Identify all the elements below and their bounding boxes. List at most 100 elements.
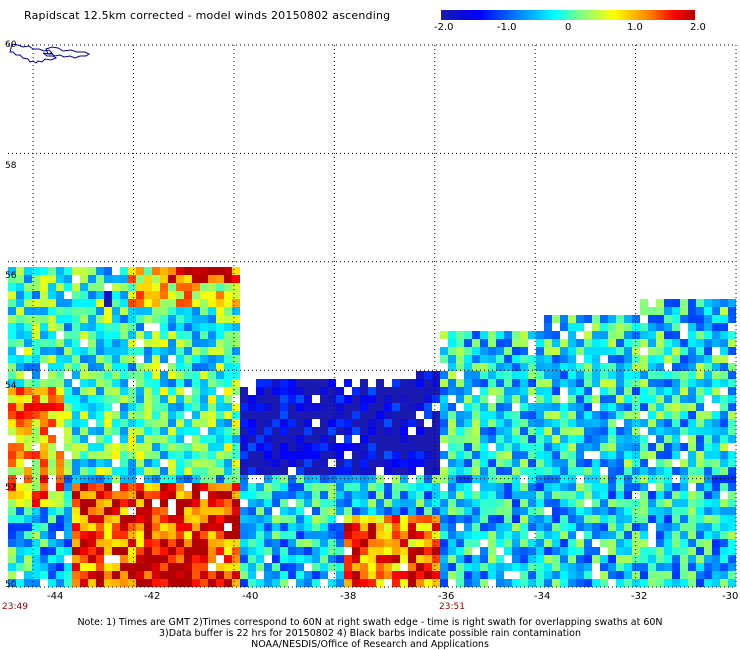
wind-cell (488, 403, 496, 411)
wind-cell (448, 515, 456, 523)
wind-cell (416, 547, 424, 555)
wind-cell (576, 547, 584, 555)
wind-cell (136, 507, 144, 515)
wind-cell (608, 547, 616, 555)
wind-cell (624, 579, 632, 587)
wind-cell (296, 483, 304, 491)
wind-cell (168, 387, 176, 395)
wind-cell (64, 427, 72, 435)
wind-cell (584, 395, 592, 403)
wind-cell (656, 523, 664, 531)
wind-cell (208, 331, 216, 339)
wind-cell (8, 395, 16, 403)
wind-cell (616, 323, 624, 331)
wind-cell (352, 443, 360, 451)
wind-cell (240, 547, 248, 555)
wind-cell (72, 331, 80, 339)
wind-cell (24, 307, 32, 315)
wind-cell (584, 315, 592, 323)
wind-cell (96, 403, 104, 411)
wind-cell (208, 411, 216, 419)
wind-cell (120, 387, 128, 395)
wind-cell (168, 267, 176, 275)
wind-cell (352, 427, 360, 435)
wind-cell (24, 563, 32, 571)
wind-cell (8, 291, 16, 299)
wind-cell (112, 371, 120, 379)
wind-cell (304, 411, 312, 419)
wind-cell (496, 347, 504, 355)
wind-cell (672, 563, 680, 571)
wind-cell (432, 491, 440, 499)
wind-cell (520, 331, 528, 339)
wind-cell (128, 435, 136, 443)
wind-cell (128, 451, 136, 459)
wind-cell (448, 571, 456, 579)
wind-cell (184, 419, 192, 427)
wind-cell (456, 563, 464, 571)
wind-cell (704, 339, 712, 347)
wind-cell (376, 555, 384, 563)
wind-cell (432, 371, 440, 379)
wind-cell (504, 515, 512, 523)
wind-cell (224, 427, 232, 435)
wind-cell (240, 395, 248, 403)
wind-cell (160, 523, 168, 531)
wind-cell (272, 467, 280, 475)
wind-cell (208, 315, 216, 323)
wind-cell (304, 443, 312, 451)
wind-cell (552, 523, 560, 531)
wind-cell (704, 523, 712, 531)
wind-cell (488, 499, 496, 507)
wind-cell (72, 579, 80, 587)
wind-cell (328, 547, 336, 555)
wind-cell (184, 579, 192, 587)
wind-cell (336, 451, 344, 459)
wind-cell (48, 291, 56, 299)
wind-cell (696, 363, 704, 371)
wind-cell (672, 547, 680, 555)
wind-cell (440, 387, 448, 395)
wind-cell (336, 459, 344, 467)
wind-cell (24, 347, 32, 355)
wind-cell (288, 395, 296, 403)
wind-cell (584, 507, 592, 515)
wind-cell (88, 531, 96, 539)
wind-cell (32, 539, 40, 547)
wind-cell (72, 451, 80, 459)
wind-cell (216, 339, 224, 347)
wind-cell (32, 515, 40, 523)
wind-cell (608, 483, 616, 491)
wind-cell (568, 347, 576, 355)
wind-cell (16, 323, 24, 331)
wind-cell (624, 547, 632, 555)
wind-cell (728, 499, 736, 507)
wind-cell (216, 275, 224, 283)
wind-cell (88, 371, 96, 379)
wind-cell (224, 459, 232, 467)
swath-time-label: 23:49 (2, 602, 28, 612)
wind-cell (160, 339, 168, 347)
wind-cell (584, 419, 592, 427)
wind-cell (696, 315, 704, 323)
wind-cell (680, 531, 688, 539)
wind-cell (216, 515, 224, 523)
wind-cell (200, 443, 208, 451)
wind-cell (56, 499, 64, 507)
wind-cell (216, 395, 224, 403)
wind-cell (304, 403, 312, 411)
wind-cell (200, 571, 208, 579)
wind-cell (336, 427, 344, 435)
wind-cell (296, 379, 304, 387)
wind-cell (640, 523, 648, 531)
wind-cell (616, 411, 624, 419)
wind-cell (376, 507, 384, 515)
wind-cell (672, 515, 680, 523)
wind-cell (296, 403, 304, 411)
wind-cell (168, 347, 176, 355)
wind-cell (232, 355, 240, 363)
wind-cell (176, 419, 184, 427)
wind-cell (424, 531, 432, 539)
wind-cell (600, 315, 608, 323)
wind-cell (136, 467, 144, 475)
